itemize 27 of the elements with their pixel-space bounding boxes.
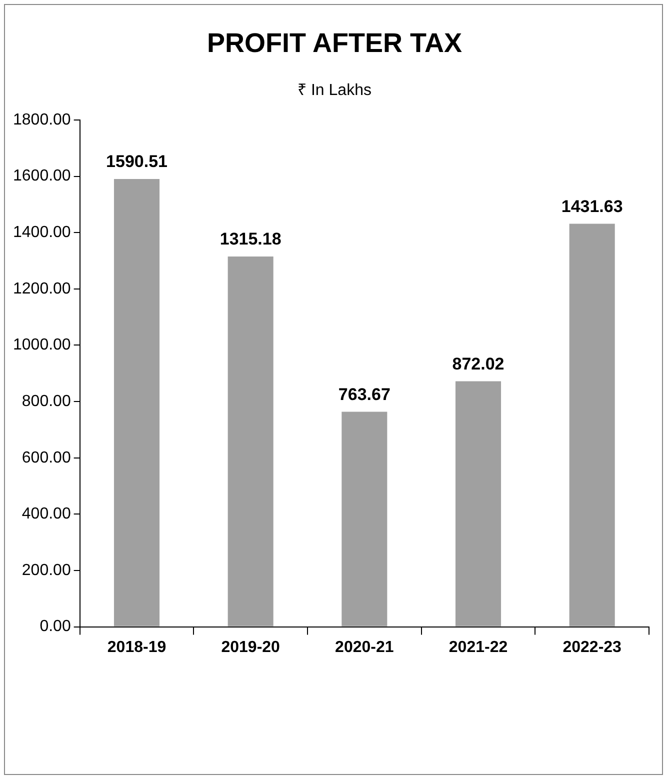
data-label: 1590.51	[106, 152, 168, 172]
x-tick-label: 2018-19	[107, 638, 166, 656]
y-tick-label: 1600.00	[12, 168, 71, 185]
x-tick-label: 2020-21	[335, 638, 394, 656]
chart-subtitle: ₹ In Lakhs	[296, 81, 372, 100]
y-tick-label: 1800.00	[12, 111, 71, 128]
x-tick-label: 2021-22	[448, 638, 508, 656]
y-tick-label: 1400.00	[12, 224, 71, 242]
y-tick-label: 1000.00	[12, 336, 71, 354]
bar	[228, 256, 274, 626]
chart-title: PROFIT AFTER TAX	[206, 28, 463, 59]
bar	[114, 178, 160, 626]
y-tick-label: 600.00	[22, 449, 71, 466]
y-tick-label: 1200.00	[12, 280, 71, 298]
y-tick-label: 200.00	[22, 562, 71, 579]
data-label: 872.02	[452, 354, 504, 374]
data-label: 1431.63	[561, 196, 623, 216]
data-label: 1315.18	[220, 230, 282, 249]
y-tick-label: 800.00	[22, 392, 71, 410]
x-tick-label: 2022-23	[562, 638, 622, 656]
bar	[569, 224, 615, 626]
bar	[342, 412, 388, 626]
data-label: 763.67	[338, 384, 390, 404]
bar	[455, 381, 502, 626]
y-tick-label: 0.00	[40, 618, 71, 636]
y-tick-label: 400.00	[22, 506, 71, 523]
x-tick-label: 2019-20	[221, 638, 280, 656]
